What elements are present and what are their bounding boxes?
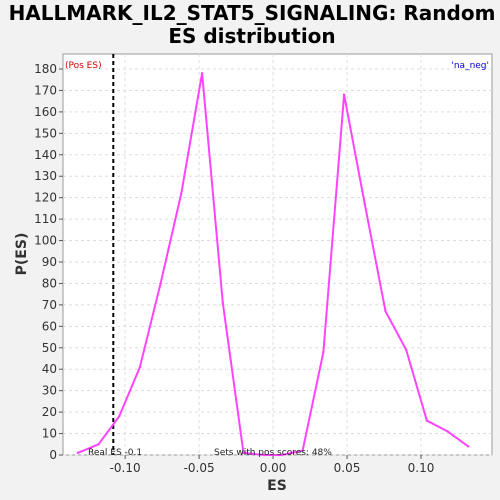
- series-point: [76, 451, 79, 455]
- series-point: [446, 430, 449, 433]
- y-tick-label: 140: [34, 148, 57, 162]
- y-tick-label: 30: [42, 384, 57, 398]
- y-tick-label: 50: [42, 341, 57, 355]
- series-point: [342, 93, 346, 96]
- series-point: [242, 451, 245, 455]
- y-tick-label: 150: [34, 126, 57, 140]
- series-point: [405, 348, 408, 352]
- series-point: [159, 282, 162, 285]
- y-tick-label: 10: [42, 427, 57, 441]
- x-tick-label: 0.00: [260, 461, 287, 475]
- y-tick-label: 0: [49, 448, 57, 462]
- series-point: [322, 350, 325, 354]
- y-tick-label: 120: [34, 191, 57, 205]
- series-point: [97, 443, 100, 446]
- series-point: [467, 445, 470, 448]
- series-point: [200, 72, 204, 75]
- series-point: [384, 310, 387, 313]
- chart-title-line-2: ES distribution: [168, 24, 335, 48]
- ticks: 0 10 20 30 40 50 60 70 80 90 100 110 120 130 140 150 160…: [34, 62, 434, 475]
- grid: [63, 54, 492, 456]
- series-point: [118, 415, 121, 418]
- y-tick-label: 170: [34, 83, 57, 97]
- y-tick-label: 160: [34, 105, 57, 119]
- pos-scores-label: Sets with pos scores: 48%: [214, 448, 332, 458]
- y-tick-label: 100: [34, 234, 57, 248]
- corner-right-label: 'na_neg': [451, 61, 489, 71]
- y-tick-label: 40: [42, 362, 57, 376]
- y-tick-label: 60: [42, 319, 57, 333]
- y-tick-label: 130: [34, 169, 57, 183]
- series-point: [138, 365, 142, 369]
- y-tick-label: 80: [42, 276, 57, 290]
- x-tick-label: -0.05: [184, 461, 215, 475]
- x-tick-label: 0.05: [334, 461, 361, 475]
- series-point: [301, 449, 304, 452]
- y-axis-label: P(ES): [14, 233, 30, 276]
- real-es-label: Real ES -0.1: [88, 448, 142, 458]
- series-point: [363, 202, 366, 206]
- series-point: [180, 192, 183, 195]
- y-tick-label: 20: [42, 405, 57, 419]
- x-axis-label: ES: [267, 478, 287, 494]
- series-group: [76, 72, 470, 457]
- series-point: [262, 453, 266, 457]
- series-line: [77, 72, 469, 456]
- y-tick-label: 110: [34, 212, 57, 226]
- corner-left-label: (Pos ES): [65, 61, 102, 71]
- series-point: [221, 301, 224, 304]
- chart-title-line-1: HALLMARK_IL2_STAT5_SIGNALING: Random: [9, 1, 496, 25]
- x-tick-label: 0.10: [408, 461, 435, 475]
- x-tick-label: -0.10: [110, 461, 141, 475]
- y-tick-label: 180: [34, 62, 57, 76]
- y-tick-label: 90: [42, 255, 57, 269]
- series-point: [280, 453, 284, 457]
- y-tick-label: 70: [42, 298, 57, 312]
- series-point: [425, 419, 429, 422]
